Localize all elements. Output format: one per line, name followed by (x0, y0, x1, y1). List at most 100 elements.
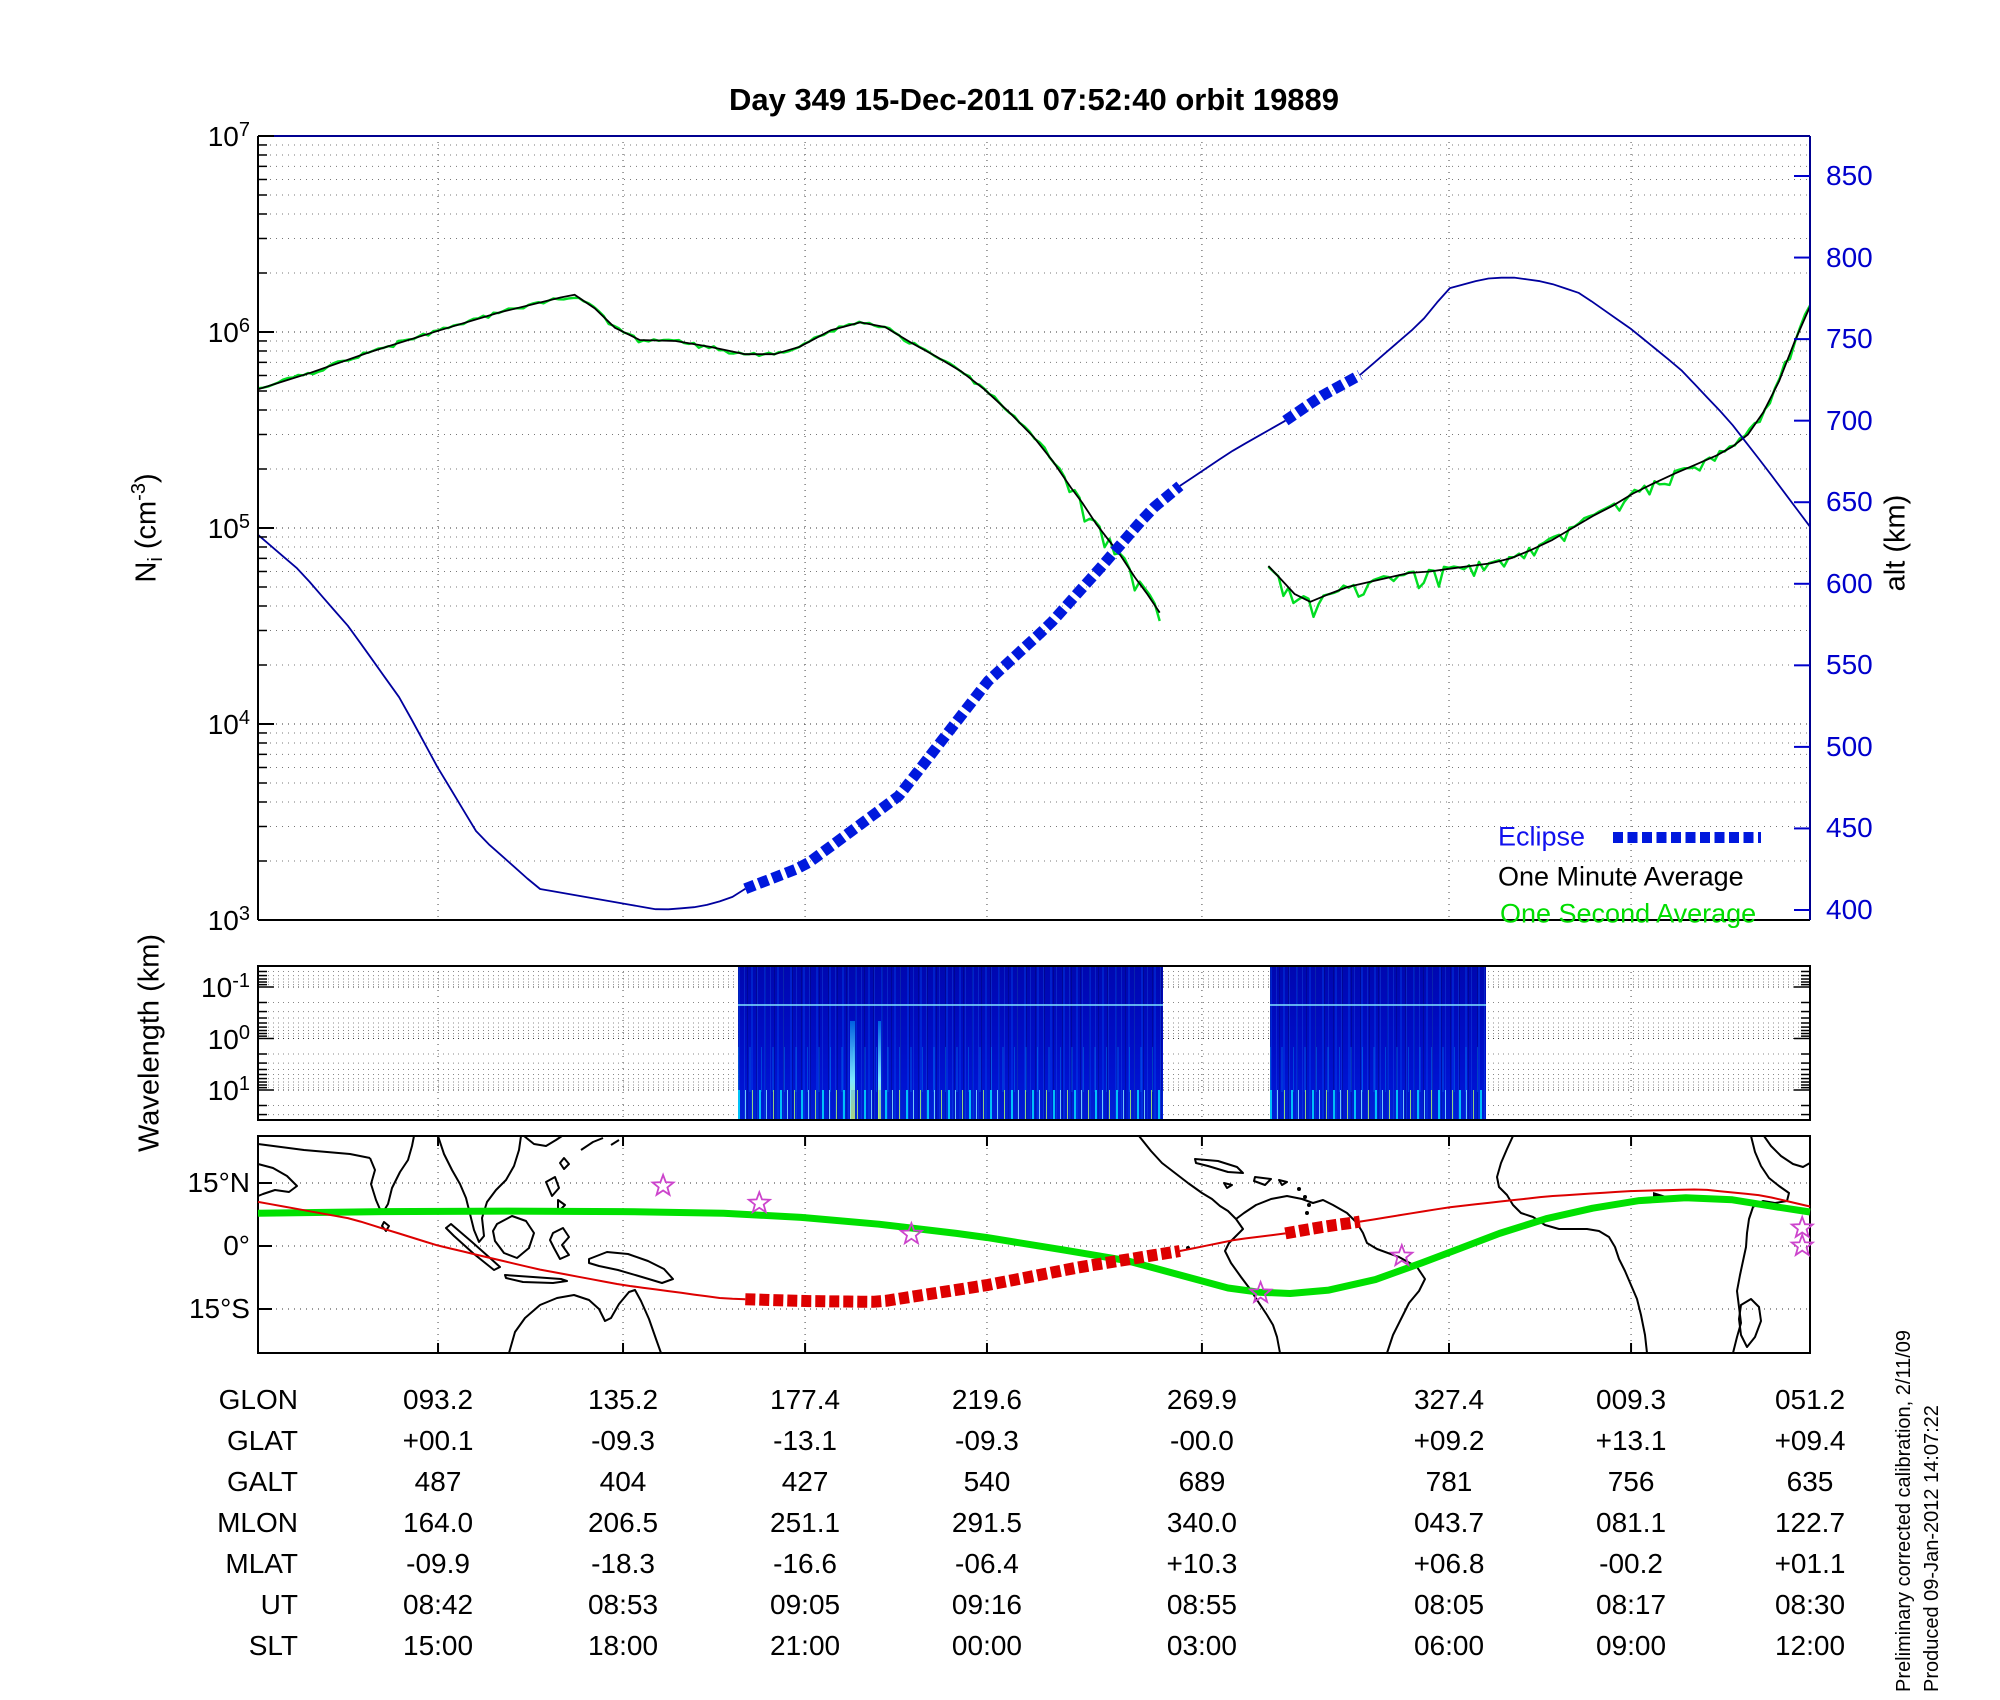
wavelength-tick-label: 10-1 (201, 969, 250, 1004)
table-cell-ut-7: 08:30 (1774, 1589, 1846, 1620)
table-cell-galt-0: 487 (414, 1466, 462, 1497)
table-cell-slt-1: 18:00 (587, 1630, 659, 1661)
island-dot (1303, 1195, 1307, 1199)
legend-one-second-label: One Second Average (1500, 898, 1757, 929)
table-cell-glat-2: -13.1 (773, 1425, 837, 1456)
table-row-label-ut: UT (260, 1589, 298, 1620)
coastline (1732, 1135, 1790, 1354)
table-row-label-glon: GLON (218, 1384, 298, 1415)
ground-station-star (898, 1220, 925, 1246)
coastline (369, 1135, 415, 1215)
altitude-curve (257, 534, 746, 911)
spectrogram-mid-texture (737, 1047, 1163, 1092)
table-cell-slt-5: 06:00 (1413, 1630, 1485, 1661)
coastline (1138, 1135, 1281, 1354)
coastline (588, 1251, 674, 1284)
table-cell-galt-6: 756 (1607, 1466, 1655, 1497)
footer-note-calibration: Preliminary corrected calibration, 2/11/… (1893, 1329, 1915, 1692)
table-cell-glon-0: 093.2 (402, 1384, 474, 1415)
ni-tick-label: 107 (207, 118, 250, 153)
page-title: Day 349 15-Dec-2011 07:52:40 orbit 19889 (728, 82, 1340, 117)
ground-station-star (1789, 1232, 1816, 1258)
table-row-label-glat: GLAT (226, 1425, 298, 1456)
table-cell-glon-7: 051.2 (1774, 1384, 1846, 1415)
coastline (1253, 1176, 1272, 1186)
table-cell-ut-4: 08:55 (1166, 1589, 1237, 1620)
table-cell-ut-0: 08:42 (402, 1589, 474, 1620)
ni-axis-label: Ni (cm-3) (128, 473, 168, 582)
ni-tick-label: 103 (207, 902, 250, 937)
ground-track-line (1359, 1188, 1811, 1223)
magnetic-equator-line (257, 1194, 1811, 1297)
coastline (1496, 1135, 1648, 1354)
ni-label-sup: -3 (127, 483, 150, 501)
alt-tick-label: 850 (1826, 160, 1873, 191)
table-cell-glon-6: 009.3 (1596, 1384, 1667, 1415)
coastline (580, 1137, 604, 1151)
altitude-curve (1179, 419, 1286, 487)
wavelength-axis-label: Wavelength (km) (133, 933, 166, 1153)
table-cell-glat-1: -09.3 (591, 1425, 655, 1456)
table-cell-galt-1: 404 (599, 1466, 647, 1497)
table-cell-ut-6: 08:17 (1596, 1589, 1667, 1620)
coastline (610, 1139, 620, 1146)
map-group (257, 1135, 1811, 1354)
middle-plot-frame (257, 965, 1811, 1121)
ground-track-line (257, 1200, 746, 1301)
table-row-label-mlon: MLON (217, 1507, 298, 1538)
ground-station-star (746, 1189, 773, 1215)
table-cell-slt-2: 21:00 (770, 1630, 841, 1661)
spectrogram-segment-1 (737, 966, 1163, 1120)
table-cell-slt-0: 15:00 (402, 1630, 474, 1661)
legend-eclipse-label: Eclipse (1498, 821, 1586, 852)
alt-tick-label: 550 (1826, 649, 1873, 681)
alt-tick-label: 600 (1826, 567, 1873, 599)
coastline (1763, 1135, 1811, 1168)
table-cell-mlat-6: -00.2 (1599, 1548, 1663, 1579)
alt-tick-label: 800 (1826, 241, 1873, 273)
one-minute-average-curve (257, 293, 1161, 614)
table-cell-mlon-0: 164.0 (402, 1507, 474, 1538)
spectrogram-horizontal-streak (737, 1004, 1163, 1006)
spectrogram-horizontal-streak (1269, 1004, 1486, 1006)
ni-tick-label: 105 (207, 510, 250, 545)
table-cell-ut-5: 08:05 (1413, 1589, 1485, 1620)
ground-station-star (1247, 1279, 1274, 1304)
coastline (257, 1143, 371, 1159)
alt-tick-label: 500 (1826, 730, 1873, 762)
ni-tick-label: 106 (207, 314, 250, 349)
coastline (523, 1135, 563, 1147)
ni-label-post: ) (130, 473, 163, 484)
spectrogram-mid-texture (1269, 1047, 1486, 1092)
table-cell-glon-4: 269.9 (1166, 1384, 1237, 1415)
table-cell-slt-6: 09:00 (1596, 1630, 1667, 1661)
table-cell-glat-6: +13.1 (1595, 1425, 1667, 1456)
table-cell-mlat-3: -06.4 (955, 1548, 1019, 1579)
table-cell-ut-1: 08:53 (587, 1589, 659, 1620)
table-cell-ut-3: 09:16 (951, 1589, 1023, 1620)
table-cell-mlon-1: 206.5 (587, 1507, 659, 1538)
table-cell-mlat-0: -09.9 (406, 1548, 470, 1579)
coastline (257, 1163, 298, 1197)
table-cell-galt-2: 427 (781, 1466, 829, 1497)
table-cell-glon-5: 327.4 (1413, 1384, 1485, 1415)
table-cell-mlon-2: 251.1 (770, 1507, 841, 1538)
table-cell-glat-7: +09.4 (1774, 1425, 1846, 1456)
table-cell-mlat-2: -16.6 (773, 1548, 837, 1579)
alt-axis-label: alt (km) (1879, 494, 1912, 592)
eclipse-altitude-dashes (1282, 370, 1363, 426)
lat-tick-label: 0° (223, 1229, 250, 1261)
coastline (445, 1223, 501, 1271)
table-cell-glat-4: -00.0 (1170, 1425, 1234, 1456)
table-cell-glon-1: 135.2 (587, 1384, 659, 1415)
table-cell-glat-0: +00.1 (402, 1425, 474, 1456)
coastline (1738, 1298, 1762, 1348)
footer-note-produced: Produced 09-Jan-2012 14:07:22 (1921, 1405, 1943, 1692)
alt-tick-label: 750 (1826, 323, 1873, 355)
coastline (549, 1227, 570, 1260)
table-cell-mlon-7: 122.7 (1774, 1507, 1846, 1538)
spectrogram-segment-2 (1269, 966, 1486, 1120)
coastline (1223, 1182, 1233, 1189)
spectrogram-bright-streak (877, 1021, 881, 1120)
